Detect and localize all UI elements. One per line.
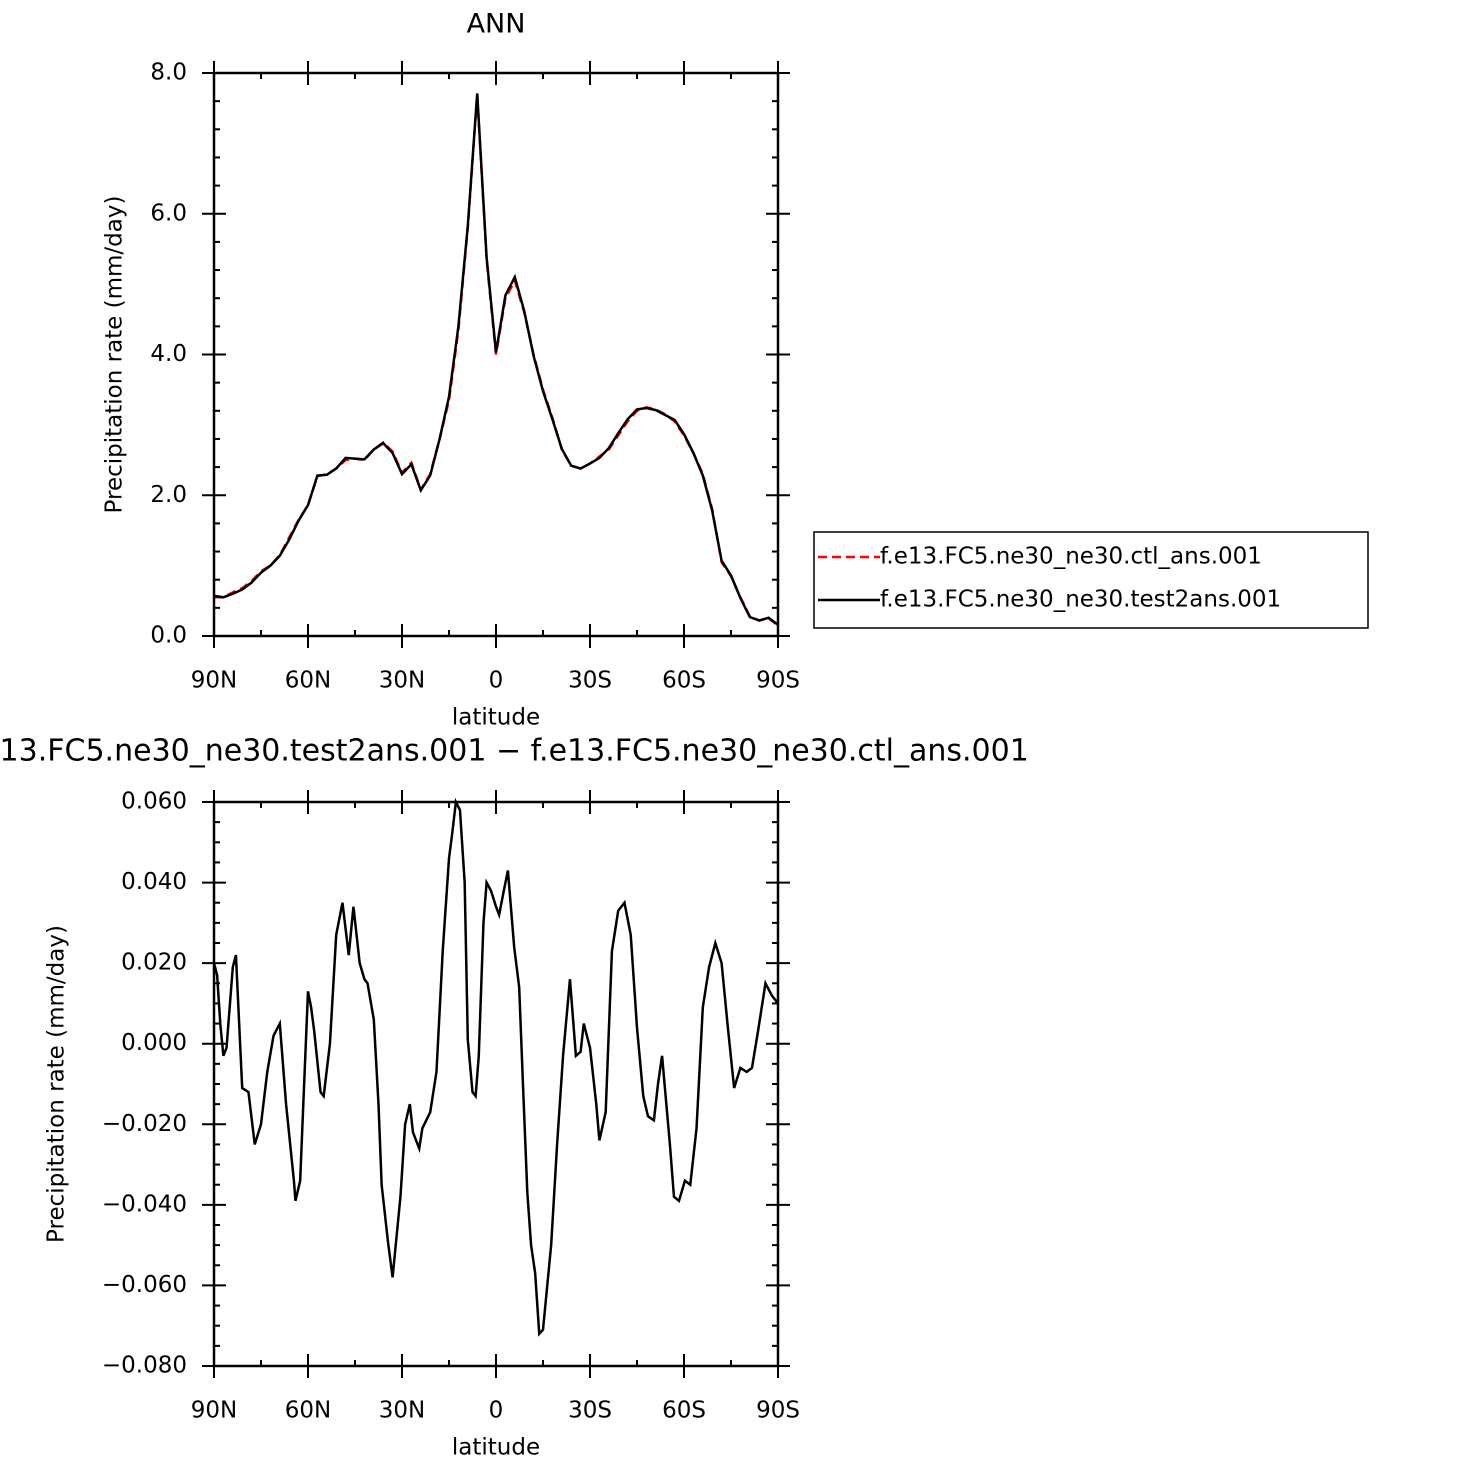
x-tick-label: 90S	[756, 668, 800, 694]
data-line	[213, 93, 779, 626]
x-tick-label: 60N	[285, 1398, 331, 1424]
y-tick-label: 0.040	[121, 869, 187, 895]
x-tick-label: 60S	[662, 1398, 706, 1424]
plot-frame	[212, 800, 780, 1368]
y-tick-label: −0.060	[102, 1272, 187, 1298]
y-axis-label: Precipitation rate (mm/day)	[102, 196, 128, 514]
y-tick-label: 0.060	[121, 789, 187, 815]
data-line	[214, 94, 779, 627]
legend-label: f.e13.FC5.ne30_ne30.ctl_ans.001	[880, 544, 1262, 570]
x-tick-label: 90N	[191, 668, 237, 694]
legend-box	[813, 531, 1369, 629]
y-tick-label: 0.0	[150, 623, 187, 649]
plot-frame	[212, 71, 780, 638]
x-tick-label: 90S	[756, 1398, 800, 1424]
y-tick-label: −0.020	[102, 1111, 187, 1137]
data-line	[212, 797, 779, 1337]
y-tick-label: 8.0	[150, 60, 187, 86]
x-tick-label: 0	[489, 1398, 504, 1424]
y-axis-label: Precipitation rate (mm/day)	[44, 925, 70, 1243]
chart-title: ANN	[467, 9, 526, 40]
x-axis-label: latitude	[452, 705, 540, 731]
x-tick-label: 30N	[379, 668, 425, 694]
x-tick-label: 60N	[285, 668, 331, 694]
y-tick-label: 4.0	[150, 341, 187, 367]
x-tick-label: 30N	[379, 1398, 425, 1424]
legend-label: f.e13.FC5.ne30_ne30.test2ans.001	[880, 587, 1281, 613]
x-tick-label: 60S	[662, 668, 706, 694]
x-tick-label: 30S	[568, 1398, 612, 1424]
y-tick-label: 6.0	[150, 200, 187, 226]
chart-title: f.e13.FC5.ne30_ne30.test2ans.001 − f.e13…	[0, 734, 1029, 769]
y-tick-label: −0.080	[102, 1353, 187, 1379]
x-tick-label: 0	[489, 668, 504, 694]
x-tick-label: 90N	[191, 1398, 237, 1424]
x-tick-label: 30S	[568, 668, 612, 694]
y-tick-label: 2.0	[150, 482, 187, 508]
y-tick-label: 0.000	[121, 1030, 187, 1056]
x-axis-label: latitude	[452, 1435, 540, 1461]
y-tick-label: 0.020	[121, 950, 187, 976]
y-tick-label: −0.040	[102, 1191, 187, 1217]
